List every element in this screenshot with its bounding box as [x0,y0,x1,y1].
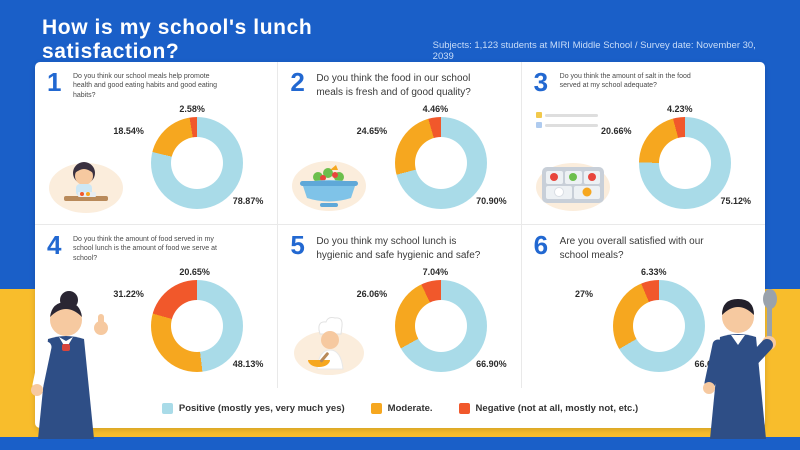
question-header: 6 Are you overall satisfied with our sch… [533,230,755,263]
donut-wrap: 7.04% 26.06% 66.90% [357,265,507,379]
question-text: Do you think the amount of food served i… [73,236,217,262]
moderate-swatch [370,402,382,414]
chef-icon [290,313,368,377]
donut-wrap: 4.46% 24.65% 70.90% [357,102,507,216]
panel-q2: 2 Do you think the food in our school me… [278,62,522,225]
donut-wrap: 20.65% 31.22% 48.13% [113,265,263,379]
panel-grid: 1 Do you think our school meals help pro… [35,62,765,388]
legend-item-moderate: Moderate. [370,402,433,414]
donut-chart-q1 [151,117,244,210]
girl-eating-lunch-icon [47,150,125,214]
positive-swatch [161,402,173,414]
moderate-label: 18.54% [113,126,144,137]
poster-header: How is my school's lunch satisfaction? S… [42,16,760,64]
positive-label: 70.90% [476,196,507,206]
negative-label: 7.04% [422,267,449,277]
legend-item-positive: Positive (mostly yes, very much yes) [161,402,345,414]
negative-label: 4.23% [666,104,693,114]
legend-label: Moderate. [387,402,433,414]
negative-label: 6.33% [640,267,667,277]
notes [535,112,598,132]
question-header: 3 Do you think the amount of salt in the… [533,67,755,100]
question-number: 4 [47,230,62,260]
negative-label: 20.65% [179,267,210,278]
chart-area: 4.23% 20.66% 75.12% [534,102,755,216]
stats-card: 1 Do you think our school meals help pro… [35,62,765,428]
moderate-label: 20.66% [600,126,632,136]
donut-wrap: 2.58% 18.54% 78.87% [113,102,263,216]
moderate-label: 24.65% [356,126,388,136]
question-header: 2 Do you think the food in our school me… [290,67,510,100]
chart-area: 4.46% 24.65% 70.90% [290,102,510,216]
question-number: 6 [533,230,549,260]
question-text: Do you think the food in our school meal… [316,73,471,98]
panel-q4: 4 Do you think the amount of food served… [35,225,279,388]
donut-chart-q5 [394,280,487,372]
positive-label: 66.90% [476,359,507,369]
question-number: 2 [290,67,305,97]
panel-q5: 5 Do you think my school lunch is hygien… [278,225,522,388]
legend-label: Negative (not at all, mostly not, etc.) [475,402,639,414]
positive-label: 78.87% [232,196,264,207]
legend-label: Positive (mostly yes, very much yes) [178,402,345,414]
donut-chart-q2 [394,117,487,209]
donut-chart-q4 [151,280,244,373]
chart-area: 20.65% 31.22% 48.13% [47,265,267,379]
donut-chart-q3 [638,117,731,209]
question-header: 1 Do you think our school meals help pro… [47,67,267,100]
question-number: 5 [290,230,305,260]
donut-chart-q6 [612,280,705,372]
donut-wrap: 4.23% 20.66% 75.12% [601,102,751,216]
legend: Positive (mostly yes, very much yes) Mod… [35,388,765,428]
negative-label: 2.58% [179,104,205,115]
chart-area: 7.04% 26.06% 66.90% [290,265,510,379]
moderate-label: 27% [574,289,593,299]
salad-bowl-icon [290,150,368,214]
donut-wrap: 6.33% 27% 66.67% [575,265,725,379]
question-text: Do you think my school lunch is hygienic… [316,236,481,261]
panel-q6: 6 Are you overall satisfied with our sch… [522,225,765,388]
chart-area: 6.33% 27% 66.67% [534,265,755,379]
question-header: 5 Do you think my school lunch is hygien… [290,230,510,263]
question-text: Are you overall satisfied with our schoo… [559,236,704,261]
man-with-spoon-icon [694,283,790,444]
positive-label: 75.12% [720,196,751,206]
legend-item-negative: Negative (not at all, mostly not, etc.) [458,402,639,414]
question-number: 3 [533,67,549,97]
moderate-label: 31.22% [113,289,144,300]
survey-subtitle: Subjects: 1,123 students at MIRI Middle … [432,40,756,62]
question-number: 1 [47,67,62,97]
negative-swatch [458,402,470,414]
woman-thumbs-up-icon [16,287,112,444]
negative-label: 4.46% [422,104,449,114]
question-text: Do you think the amount of salt in the f… [559,73,691,90]
panel-q3: 3 Do you think the amount of salt in the… [521,62,765,225]
moderate-label: 26.06% [356,289,388,299]
positive-label: 48.13% [232,359,264,370]
lunch-tray-icon [534,150,612,214]
question-text: Do you think our school meals help promo… [73,73,218,99]
chart-area: 2.58% 18.54% 78.87% [47,102,267,216]
panel-q1: 1 Do you think our school meals help pro… [35,62,279,225]
question-header: 4 Do you think the amount of food served… [47,230,267,263]
page-title: How is my school's lunch satisfaction? [42,16,313,63]
